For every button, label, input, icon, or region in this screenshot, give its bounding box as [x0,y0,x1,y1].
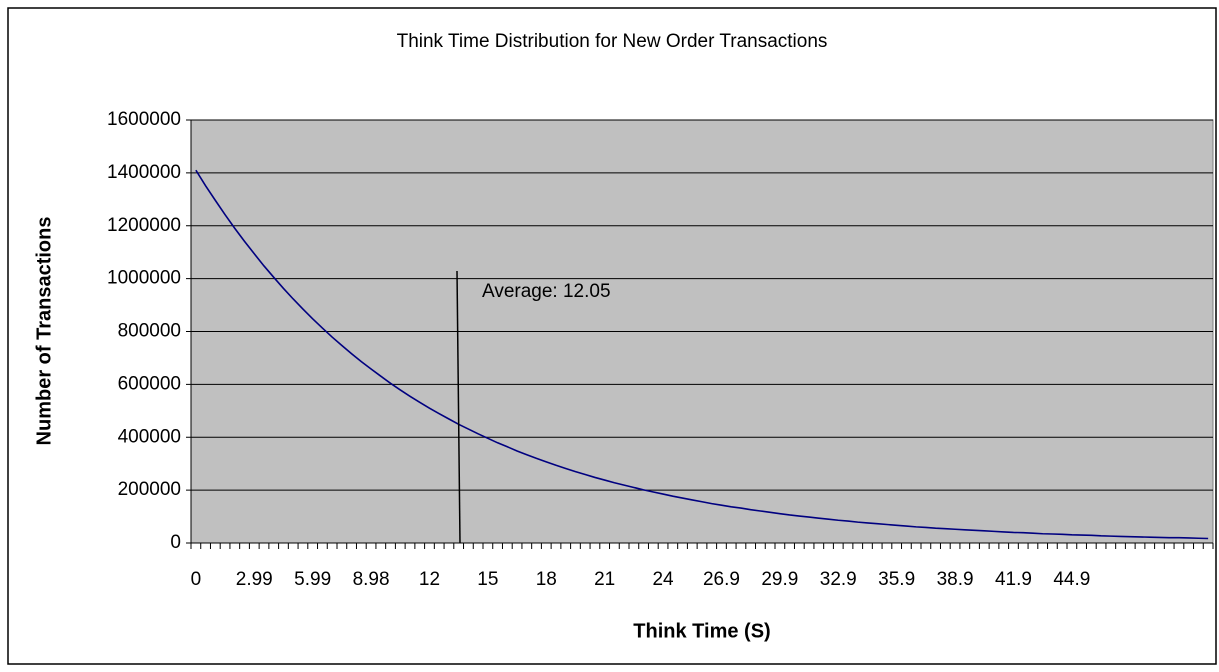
x-tick-label: 5.99 [294,569,331,590]
x-tick-label: 2.99 [236,569,273,590]
x-tick-label: 12 [419,569,440,590]
y-axis-title: Number of Transactions [33,217,55,446]
line-series [195,169,1209,540]
x-tick-label: 26.9 [703,569,740,590]
average-line [456,270,461,544]
x-tick-label: 8.98 [353,569,390,590]
chart-title: Think Time Distribution for New Order Tr… [397,31,828,52]
x-tick-label: 24 [652,569,674,590]
x-tick-label: 35.9 [878,569,915,590]
x-tick-label: 29.9 [761,569,798,590]
grid: 0 200000 400000 600000 800000 1000000 1200000 1… [107,109,1214,590]
x-tick-label: 32.9 [820,569,857,590]
x-tick-label: 0 [191,569,202,590]
y-tick-label: 1600000 [107,109,181,130]
marks [195,169,1209,540]
x-tick-label: 41.9 [995,569,1032,590]
y-tick-label: 800000 [118,321,181,342]
x-tick-label: 15 [477,569,498,590]
y-tick-label: 0 [170,532,181,553]
y-tick-label: 200000 [118,479,181,500]
x-tick-label: 38.9 [937,569,974,590]
y-tick-label: 400000 [118,426,181,447]
y-tick-label: 1000000 [107,268,181,289]
x-tick-label: 44.9 [1053,569,1090,590]
y-tick-label: 600000 [118,373,181,394]
x-tick-label: 18 [536,569,557,590]
y-tick-label: 1200000 [107,215,181,236]
x-tick-label: 21 [594,569,615,590]
annotation: Average: 12.05 [482,281,611,302]
y-tick-label: 1400000 [107,162,181,183]
x-axis-title: Think Time (S) [633,620,770,642]
